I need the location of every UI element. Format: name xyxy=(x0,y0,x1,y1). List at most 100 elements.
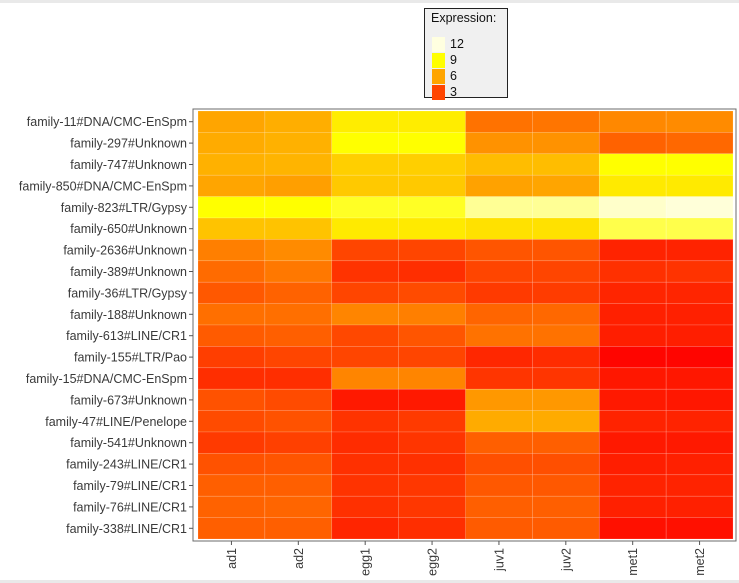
heatmap-cell xyxy=(197,174,266,197)
heatmap-cell xyxy=(598,346,667,369)
heatmap-cell xyxy=(197,431,266,454)
heatmap-cell xyxy=(532,453,600,476)
heatmap-cell xyxy=(331,324,399,347)
heatmap-cell xyxy=(398,260,466,283)
y-tick-label: family-850#DNA/CMC-EnSpm xyxy=(19,179,187,193)
heatmap-cell xyxy=(197,346,266,369)
heatmap-cell xyxy=(264,410,333,433)
heatmap-cell xyxy=(331,474,399,497)
heatmap-cell xyxy=(665,281,734,304)
heatmap-cell xyxy=(665,324,734,347)
heatmap-cell xyxy=(264,388,333,411)
heatmap-cell xyxy=(665,495,734,518)
x-tick-label: juv2 xyxy=(559,548,573,572)
legend-swatch-9 xyxy=(432,53,445,68)
heatmap-cell xyxy=(598,495,667,518)
legend-label-3: 3 xyxy=(450,85,457,99)
heatmap-cell xyxy=(665,474,734,497)
heatmap-cell xyxy=(465,239,533,262)
legend-label-6: 6 xyxy=(450,69,457,83)
heatmap-cell xyxy=(264,324,333,347)
heatmap-cell xyxy=(532,324,600,347)
heatmap-cell xyxy=(197,388,266,411)
heatmap-cell xyxy=(598,217,667,240)
x-tick-label: met1 xyxy=(626,548,640,576)
heatmap-cell xyxy=(197,217,266,240)
heatmap-cell xyxy=(665,153,734,176)
heatmap-cell xyxy=(398,110,466,133)
x-tick-label: juv1 xyxy=(492,548,506,572)
heatmap-cell xyxy=(465,153,533,176)
color-legend: Expression: 12 9 6 3 xyxy=(424,8,508,100)
heatmap-cell xyxy=(264,217,333,240)
heatmap-cell xyxy=(532,110,600,133)
heatmap-cell xyxy=(665,367,734,390)
heatmap-cell xyxy=(465,517,533,540)
heatmap-cell xyxy=(197,239,266,262)
heatmap-cell xyxy=(598,303,667,326)
heatmap-cell xyxy=(264,260,333,283)
heatmap-cell xyxy=(197,324,266,347)
legend-swatch-12 xyxy=(432,37,445,52)
y-tick-label: family-613#LINE/CR1 xyxy=(66,329,187,343)
y-tick-label: family-541#Unknown xyxy=(70,436,187,450)
heatmap-cell xyxy=(532,474,600,497)
heatmap-cell xyxy=(532,410,600,433)
y-tick-label: family-36#LTR/Gypsy xyxy=(68,286,188,300)
heatmap-cell xyxy=(331,303,399,326)
heatmap-cell xyxy=(532,388,600,411)
legend-swatch-3 xyxy=(432,85,445,100)
heatmap-cell xyxy=(264,474,333,497)
y-tick-label: family-823#LTR/Gypsy xyxy=(61,201,188,215)
y-tick-label: family-389#Unknown xyxy=(70,265,187,279)
y-tick-label: family-79#LINE/CR1 xyxy=(73,479,187,493)
heatmap-cell xyxy=(331,132,399,155)
heatmap-cell xyxy=(398,196,466,219)
heatmap-cell xyxy=(331,217,399,240)
heatmap-cell xyxy=(532,281,600,304)
heatmap-cell xyxy=(465,110,533,133)
heatmap-cell xyxy=(264,453,333,476)
heatmap-cell xyxy=(465,495,533,518)
heatmap-cell xyxy=(465,217,533,240)
heatmap-cell xyxy=(197,303,266,326)
heatmap-cell xyxy=(532,196,600,219)
y-tick-label: family-188#Unknown xyxy=(70,308,187,322)
heatmap-cell xyxy=(398,474,466,497)
heatmap-cell xyxy=(398,217,466,240)
heatmap-cell xyxy=(532,153,600,176)
heatmap-cell xyxy=(398,153,466,176)
heatmap-cell xyxy=(331,153,399,176)
heatmap-cell xyxy=(197,260,266,283)
heatmap-cell xyxy=(331,495,399,518)
heatmap-cell xyxy=(197,367,266,390)
heatmap-cell xyxy=(331,196,399,219)
heatmap-cell xyxy=(398,239,466,262)
heatmap-cell xyxy=(398,517,466,540)
heatmap-cell xyxy=(665,410,734,433)
heatmap-cell xyxy=(665,174,734,197)
heatmap-cell xyxy=(398,174,466,197)
x-tick-label: met2 xyxy=(693,548,707,576)
y-tick-label: family-650#Unknown xyxy=(70,222,187,236)
legend-swatch-6 xyxy=(432,69,445,84)
legend-title: Expression: xyxy=(431,11,497,25)
heatmap-cell xyxy=(665,346,734,369)
heatmap-cell xyxy=(398,132,466,155)
heatmap-cell xyxy=(264,367,333,390)
heatmap-cell xyxy=(532,217,600,240)
y-tick-label: family-747#Unknown xyxy=(70,158,187,172)
heatmap-cell xyxy=(598,453,667,476)
heatmap-cell xyxy=(465,431,533,454)
heatmap-cell xyxy=(398,453,466,476)
y-tick-label: family-338#LINE/CR1 xyxy=(66,522,187,536)
heatmap-cell xyxy=(665,132,734,155)
heatmap-cell xyxy=(532,517,600,540)
heatmap-cell xyxy=(197,196,266,219)
heatmap-cell xyxy=(665,388,734,411)
heatmap-cell xyxy=(598,110,667,133)
heatmap-cell xyxy=(331,517,399,540)
heatmap-cell xyxy=(264,239,333,262)
heatmap-cell xyxy=(398,303,466,326)
heatmap-cell xyxy=(331,174,399,197)
